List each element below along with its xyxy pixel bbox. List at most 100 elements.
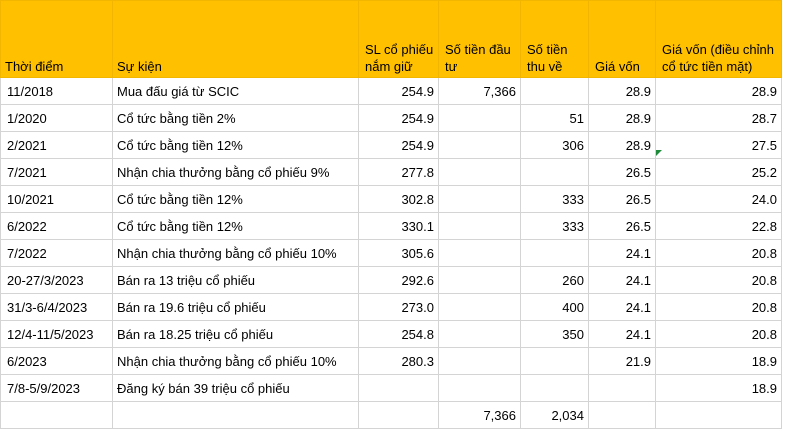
cell[interactable]: 1/2020 <box>0 104 113 132</box>
header-cell[interactable]: Sự kiện <box>112 0 359 78</box>
cell[interactable]: 10/2021 <box>0 185 113 213</box>
cell[interactable] <box>438 185 521 213</box>
cell[interactable]: 24.1 <box>588 320 656 348</box>
cell[interactable]: 7,366 <box>438 401 521 429</box>
cell[interactable] <box>588 374 656 402</box>
cell[interactable]: 24.0 <box>655 185 782 213</box>
cell[interactable]: 6/2022 <box>0 212 113 240</box>
header-cell[interactable]: Số tiền đầu tư <box>438 0 521 78</box>
cell[interactable]: 24.1 <box>588 293 656 321</box>
header-cell[interactable]: Số tiền thu về <box>520 0 589 78</box>
cell[interactable] <box>358 374 439 402</box>
cell[interactable]: Cổ tức bằng tiền 12% <box>112 212 359 240</box>
cell[interactable] <box>438 347 521 375</box>
cell[interactable]: 2,034 <box>520 401 589 429</box>
cell[interactable]: Cổ tức bằng tiền 12% <box>112 185 359 213</box>
cell[interactable]: 305.6 <box>358 239 439 267</box>
cell[interactable]: 20.8 <box>655 239 782 267</box>
cell[interactable]: 28.9 <box>588 131 656 159</box>
cell[interactable] <box>438 158 521 186</box>
cell[interactable]: 306 <box>520 131 589 159</box>
cell[interactable]: 20.8 <box>655 266 782 294</box>
cell[interactable]: 25.2 <box>655 158 782 186</box>
cell[interactable]: 2/2021 <box>0 131 113 159</box>
cell[interactable]: 333 <box>520 212 589 240</box>
cell[interactable]: 254.8 <box>358 320 439 348</box>
cell[interactable]: 18.9 <box>655 347 782 375</box>
cell[interactable]: 7/2021 <box>0 158 113 186</box>
cell[interactable] <box>438 374 521 402</box>
cell[interactable]: 330.1 <box>358 212 439 240</box>
cell[interactable]: 254.9 <box>358 77 439 105</box>
cell[interactable]: 24.1 <box>588 266 656 294</box>
header-cell[interactable]: Giá vốn <box>588 0 656 78</box>
cell[interactable]: Mua đấu giá từ SCIC <box>112 77 359 105</box>
cell[interactable]: 27.5 <box>655 131 782 159</box>
cell[interactable]: 6/2023 <box>0 347 113 375</box>
cell[interactable]: 28.7 <box>655 104 782 132</box>
cell[interactable]: 350 <box>520 320 589 348</box>
cell[interactable]: Bán ra 19.6 triệu cổ phiếu <box>112 293 359 321</box>
cell[interactable]: 26.5 <box>588 158 656 186</box>
cell[interactable]: 7,366 <box>438 77 521 105</box>
cell[interactable]: Bán ra 13 triệu cổ phiếu <box>112 266 359 294</box>
table-row: 12/4-11/5/2023 Bán ra 18.25 triệu cổ phiế… <box>0 320 782 348</box>
cell[interactable]: 333 <box>520 185 589 213</box>
cell[interactable]: 24.1 <box>588 239 656 267</box>
cell[interactable]: Nhận chia thưởng bằng cổ phiếu 10% <box>112 239 359 267</box>
cell[interactable]: 254.9 <box>358 131 439 159</box>
cell[interactable]: 31/3-6/4/2023 <box>0 293 113 321</box>
cell[interactable]: 20.8 <box>655 320 782 348</box>
header-cell[interactable]: Giá vốn (điều chỉnh cổ tức tiền mặt) <box>655 0 782 78</box>
cell[interactable]: 400 <box>520 293 589 321</box>
cell[interactable] <box>520 347 589 375</box>
cell[interactable]: Nhận chia thưởng bằng cổ phiếu 10% <box>112 347 359 375</box>
cell[interactable]: 12/4-11/5/2023 <box>0 320 113 348</box>
cell[interactable] <box>520 374 589 402</box>
cell[interactable] <box>438 293 521 321</box>
cell[interactable]: 277.8 <box>358 158 439 186</box>
cell[interactable]: 21.9 <box>588 347 656 375</box>
cell[interactable]: 28.9 <box>588 77 656 105</box>
cell[interactable] <box>520 158 589 186</box>
cell[interactable] <box>358 401 439 429</box>
cell[interactable]: 260 <box>520 266 589 294</box>
cell[interactable] <box>112 401 359 429</box>
cell[interactable]: 273.0 <box>358 293 439 321</box>
cell[interactable] <box>0 401 113 429</box>
cell[interactable] <box>438 104 521 132</box>
cell[interactable] <box>520 77 589 105</box>
cell[interactable] <box>438 266 521 294</box>
cell[interactable]: 11/2018 <box>0 77 113 105</box>
cell[interactable]: 28.9 <box>588 104 656 132</box>
cell[interactable]: 26.5 <box>588 185 656 213</box>
cell[interactable]: Cổ tức bằng tiền 12% <box>112 131 359 159</box>
cell[interactable] <box>438 212 521 240</box>
cell[interactable] <box>588 401 656 429</box>
cell[interactable]: Đăng ký bán 39 triệu cổ phiếu <box>112 374 359 402</box>
cell[interactable]: Bán ra 18.25 triệu cổ phiếu <box>112 320 359 348</box>
header-cell[interactable]: Thời điểm <box>0 0 113 78</box>
cell[interactable]: Cổ tức bằng tiền 2% <box>112 104 359 132</box>
cell[interactable]: Nhận chia thưởng bằng cổ phiếu 9% <box>112 158 359 186</box>
cell[interactable]: 302.8 <box>358 185 439 213</box>
table-row: 7/2021 Nhận chia thưởng bằng cổ phiếu 9% 2… <box>0 158 782 186</box>
cell[interactable] <box>520 239 589 267</box>
cell[interactable]: 28.9 <box>655 77 782 105</box>
cell[interactable] <box>438 320 521 348</box>
cell[interactable]: 254.9 <box>358 104 439 132</box>
cell[interactable]: 7/8-5/9/2023 <box>0 374 113 402</box>
cell[interactable]: 18.9 <box>655 374 782 402</box>
cell[interactable]: 292.6 <box>358 266 439 294</box>
cell[interactable]: 51 <box>520 104 589 132</box>
cell[interactable]: 20.8 <box>655 293 782 321</box>
header-cell[interactable]: SL cổ phiếu nắm giữ <box>358 0 439 78</box>
cell[interactable]: 7/2022 <box>0 239 113 267</box>
cell[interactable]: 26.5 <box>588 212 656 240</box>
cell[interactable]: 280.3 <box>358 347 439 375</box>
cell[interactable] <box>655 401 782 429</box>
cell[interactable]: 22.8 <box>655 212 782 240</box>
cell[interactable] <box>438 239 521 267</box>
cell[interactable]: 20-27/3/2023 <box>0 266 113 294</box>
cell[interactable] <box>438 131 521 159</box>
